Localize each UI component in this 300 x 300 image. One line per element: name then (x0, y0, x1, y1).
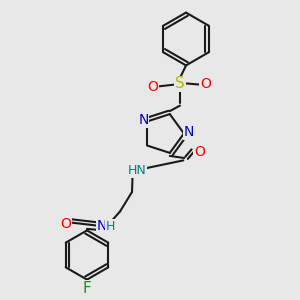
Text: HN: HN (128, 164, 147, 178)
Text: O: O (61, 217, 71, 230)
Text: N: N (184, 125, 194, 139)
Text: H: H (106, 220, 115, 233)
Text: S: S (175, 76, 185, 92)
Text: F: F (82, 281, 91, 296)
Text: O: O (148, 80, 158, 94)
Text: O: O (200, 77, 211, 91)
Text: N: N (97, 220, 107, 233)
Text: O: O (194, 145, 205, 158)
Text: N: N (138, 113, 148, 127)
